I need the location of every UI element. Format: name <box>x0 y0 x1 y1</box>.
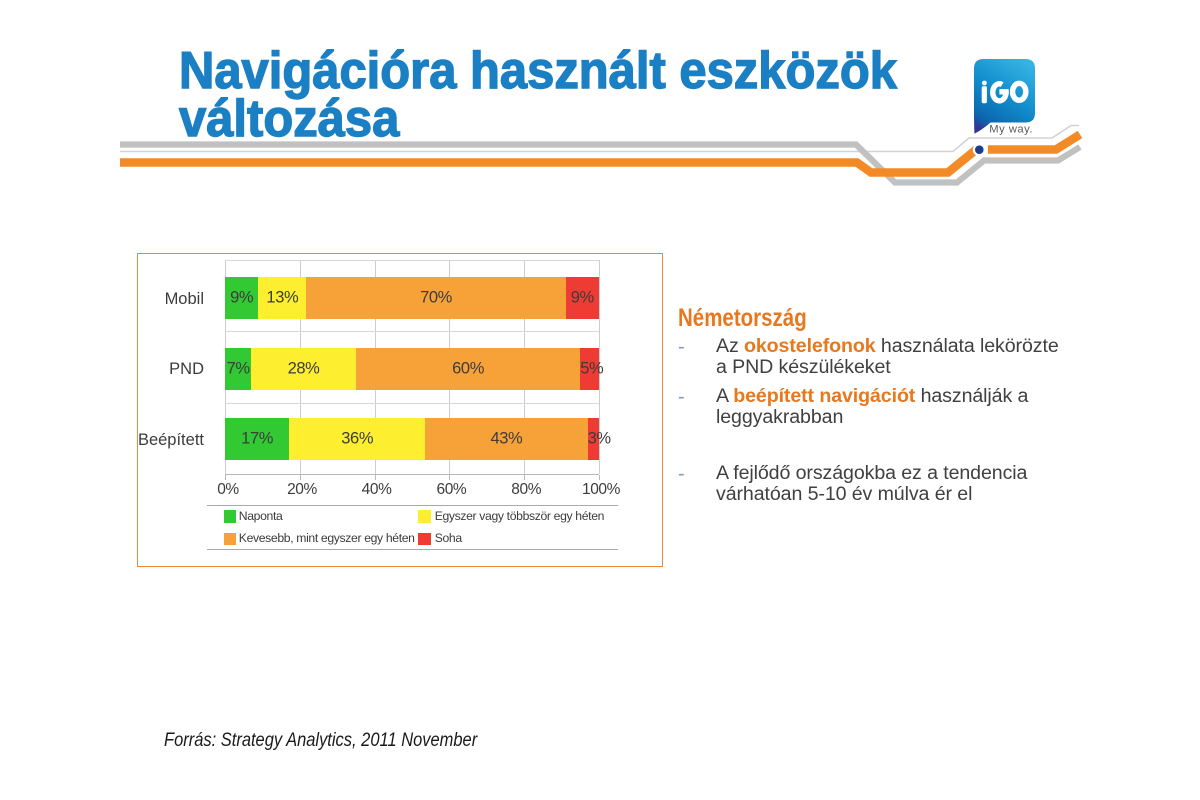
svg-text:My way.: My way. <box>989 123 1033 135</box>
